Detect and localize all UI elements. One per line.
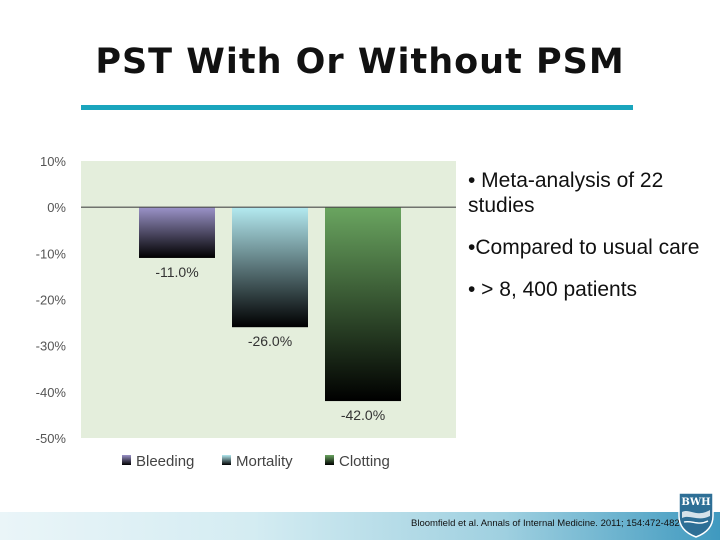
slide-title: PST With Or Without PSM [95, 42, 625, 82]
data-label: -11.0% [155, 264, 198, 280]
bar-bleeding [139, 207, 215, 258]
legend-label: Clotting [339, 453, 390, 470]
bar-mortality [232, 207, 308, 328]
y-tick-label: -10% [36, 246, 67, 261]
bullet-list: • Meta-analysis of 22 studies •Compared … [468, 168, 708, 319]
y-tick-label: -20% [36, 293, 67, 308]
y-tick-label: 10% [40, 154, 66, 169]
y-axis: 10% 0% -10% -20% -30% -40% -50% [36, 154, 67, 446]
y-tick-label: 0% [47, 200, 66, 215]
y-tick-label: -40% [36, 385, 67, 400]
y-tick-label: -30% [36, 339, 67, 354]
data-labels: -11.0% -26.0% -42.0% [155, 264, 385, 423]
footer-bar [0, 512, 720, 540]
bullet-item: •Compared to usual care [468, 236, 700, 259]
bullet-item: • Meta-analysis of 22 studies [468, 169, 664, 217]
legend-swatch [122, 455, 131, 465]
bullet-item: • > 8, 400 patients [468, 278, 638, 301]
legend-swatch [325, 455, 334, 465]
legend-label: Mortality [236, 453, 293, 470]
bwh-shield-logo-icon: BWH [678, 492, 714, 538]
bars [139, 207, 401, 402]
logo-text: BWH [681, 497, 710, 508]
y-tick-label: -50% [36, 431, 67, 446]
legend-swatch [222, 455, 231, 465]
legend-label: Bleeding [136, 453, 194, 470]
legend: Bleeding Mortality Clotting [122, 453, 390, 470]
bar-clotting [325, 207, 401, 402]
data-label: -42.0% [341, 407, 385, 423]
title-underline [81, 105, 633, 110]
data-label: -26.0% [248, 333, 292, 349]
citation: Bloomfield et al. Annals of Internal Med… [411, 518, 683, 529]
